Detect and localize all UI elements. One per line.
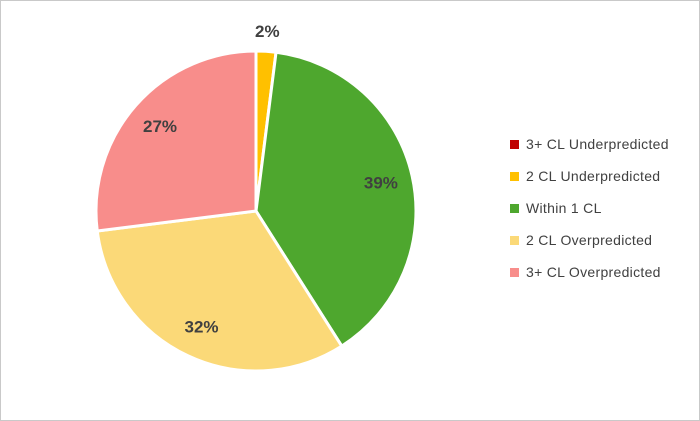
pie-slice-2-cl-overpredicted <box>95 209 344 373</box>
legend-label: 2 CL Underpredicted <box>526 168 661 184</box>
data-label-2-cl-underpredicted: 2% <box>255 22 280 41</box>
legend-item-2-cl-underpredicted: 2 CL Underpredicted <box>510 160 669 192</box>
legend-item-3-cl-underpredicted: 3+ CL Underpredicted <box>510 128 669 160</box>
legend-swatch-icon <box>510 139 519 149</box>
pie-slice-3-cl-overpredicted <box>94 49 258 233</box>
legend-label: 2 CL Overpredicted <box>526 232 653 248</box>
legend-label: Within 1 CL <box>526 200 602 216</box>
legend-swatch-icon <box>510 171 519 181</box>
legend-item-within-1-cl: Within 1 CL <box>510 192 669 224</box>
legend-item-3-cl-overpredicted: 3+ CL Overpredicted <box>510 256 669 288</box>
data-label-2-cl-overpredicted: 32% <box>184 317 218 336</box>
legend-item-2-cl-overpredicted: 2 CL Overpredicted <box>510 224 669 256</box>
legend-label: 3+ CL Overpredicted <box>526 264 661 280</box>
legend-swatch-icon <box>510 235 519 245</box>
data-label-within-1-cl: 39% <box>364 174 398 193</box>
legend-swatch-icon <box>510 203 519 213</box>
data-label-3-cl-overpredicted: 27% <box>143 117 177 136</box>
chart-legend: 3+ CL Underpredicted 2 CL Underpredicted W… <box>510 128 669 288</box>
legend-swatch-icon <box>510 267 519 277</box>
legend-label: 3+ CL Underpredicted <box>526 136 669 152</box>
